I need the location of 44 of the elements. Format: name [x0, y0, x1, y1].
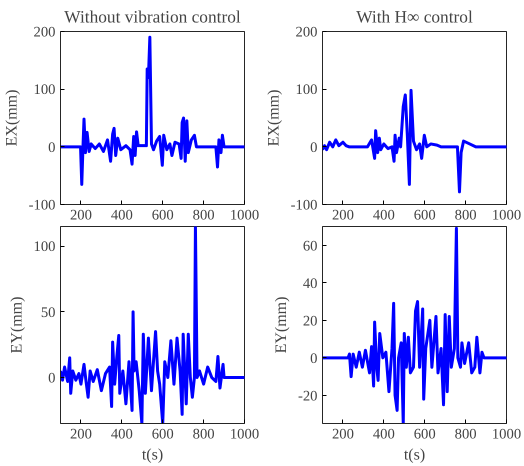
x-tick-label: 1000 [230, 208, 260, 224]
y-axis-title: EY(mm) [272, 296, 290, 354]
y-tick-label: -100 [290, 198, 318, 214]
y-tick-label: 0 [48, 370, 56, 387]
x-tick-label: 600 [152, 208, 174, 224]
chart-title: With H∞ control [356, 8, 473, 26]
y-tick-label: 200 [296, 24, 318, 40]
y-tick-label: 50 [40, 304, 56, 321]
y-tick-label: 0 [48, 140, 56, 156]
y-tick-label: -20 [298, 388, 318, 404]
x-tick-label: 200 [332, 426, 354, 442]
x-tick-label: 600 [414, 426, 436, 442]
x-tick-label: 800 [192, 426, 215, 442]
x-tick-label: 1000 [492, 208, 522, 224]
x-tick-label: 200 [332, 208, 354, 224]
x-tick-label: 800 [192, 208, 215, 224]
y-axis-title: EX(mm) [4, 90, 21, 146]
chart-title: Without vibration control [64, 8, 241, 26]
x-tick-label: 400 [372, 426, 395, 442]
y-tick-label: 100 [296, 82, 318, 98]
x-tick-label: 200 [70, 208, 92, 224]
x-tick-label: 1000 [230, 426, 260, 442]
x-tick-label: 400 [110, 426, 133, 442]
x-axis-title: t(s) [142, 446, 164, 464]
x-tick-label: 200 [70, 426, 92, 442]
y-tick-label: 0 [310, 350, 318, 367]
y-tick-label: 100 [34, 82, 56, 98]
x-tick-label: 600 [152, 426, 174, 442]
x-tick-label: 400 [110, 208, 133, 224]
y-axis-title: EY(mm) [8, 296, 26, 354]
x-tick-label: 400 [372, 208, 395, 224]
x-axis-title: t(s) [404, 446, 426, 464]
x-tick-label: 800 [454, 208, 477, 224]
y-tick-label: 20 [302, 313, 318, 330]
y-tick-label: 40 [302, 276, 318, 292]
x-tick-label: 600 [414, 208, 436, 224]
y-tick-label: 100 [34, 239, 56, 256]
x-tick-label: 800 [454, 426, 477, 442]
y-tick-label: -100 [28, 198, 56, 214]
y-axis-title: EX(mm) [266, 90, 283, 146]
x-tick-label: 1000 [492, 426, 522, 442]
y-tick-label: 200 [34, 24, 56, 40]
y-tick-label: 60 [302, 238, 318, 254]
y-tick-label: 0 [310, 140, 318, 156]
